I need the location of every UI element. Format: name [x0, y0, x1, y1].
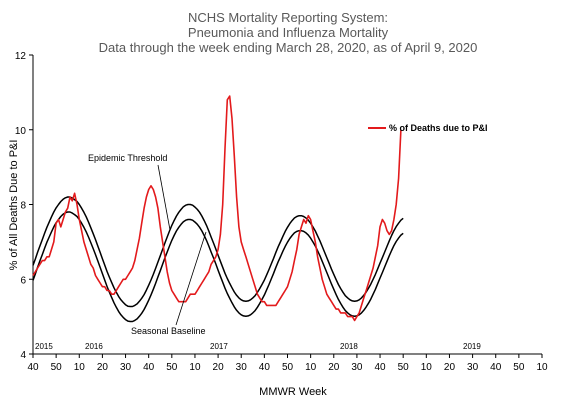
- annotation-seasonal-baseline-arrow: [175, 231, 207, 326]
- x-tick-label: 20: [444, 362, 456, 373]
- year-label: 2015: [35, 342, 53, 351]
- x-tick-label: 10: [536, 362, 548, 373]
- chart-title-line-1: NCHS Mortality Reporting System:: [187, 10, 389, 25]
- year-label: 2016: [85, 342, 103, 351]
- x-tick-label: 40: [259, 362, 271, 373]
- x-tick-label: 10: [189, 362, 201, 373]
- x-tick-label: 10: [305, 362, 317, 373]
- x-tick-label: 50: [398, 362, 410, 373]
- x-tick-label: 50: [513, 362, 525, 373]
- x-tick-label: 40: [490, 362, 502, 373]
- x-tick-label: 40: [27, 362, 39, 373]
- x-tick-label: 30: [351, 362, 363, 373]
- legend-label: % of Deaths due to P&I: [389, 123, 488, 133]
- year-labels: 2015 2016 2017 2018 2019: [35, 342, 481, 351]
- x-axis-ticks: 40 50 10 20 30 40 50 10 20 30 40 50 10 20 30 40 50 10 20 30…: [27, 354, 548, 373]
- x-tick-label: 20: [213, 362, 225, 373]
- x-tick-label: 40: [374, 362, 386, 373]
- annotation-epidemic-threshold: Epidemic Threshold: [88, 153, 167, 163]
- y-tick-label: 8: [20, 201, 26, 212]
- year-label: 2017: [210, 342, 228, 351]
- x-tick-label: 10: [74, 362, 86, 373]
- x-tick-label: 20: [97, 362, 109, 373]
- series-line-seasonal-baseline: [32, 211, 404, 323]
- y-axis-ticks: 4 6 8 10 12: [15, 51, 33, 361]
- y-tick-label: 4: [20, 350, 26, 361]
- x-tick-label: 40: [143, 362, 155, 373]
- axes: [32, 55, 542, 355]
- year-label: 2018: [340, 342, 358, 351]
- x-tick-label: 20: [328, 362, 340, 373]
- x-axis-label: MMWR Week: [259, 386, 327, 398]
- year-label: 2019: [463, 342, 481, 351]
- series-line-of-deaths-due-to-p-i: [32, 95, 402, 322]
- y-tick-label: 6: [20, 275, 26, 286]
- annotation-epidemic-threshold-arrow: [157, 164, 171, 231]
- y-axis-label: % of All Deaths Due to P&I: [8, 140, 20, 271]
- annotation-seasonal-baseline: Seasonal Baseline: [131, 326, 206, 336]
- series-lines: [32, 95, 404, 323]
- y-tick-label: 10: [15, 126, 27, 137]
- x-tick-label: 50: [282, 362, 294, 373]
- chart-title-line-2: Pneumonia and Influenza Mortality: [187, 25, 389, 40]
- y-tick-label: 12: [15, 51, 27, 62]
- x-tick-label: 10: [421, 362, 433, 373]
- x-tick-label: 30: [120, 362, 132, 373]
- x-tick-label: 30: [236, 362, 248, 373]
- series-line-epidemic-threshold: [32, 196, 404, 308]
- x-tick-label: 50: [166, 362, 178, 373]
- chart-title-line-3: Data through the week ending March 28, 2…: [98, 40, 478, 55]
- x-tick-label: 50: [51, 362, 63, 373]
- x-tick-label: 30: [467, 362, 479, 373]
